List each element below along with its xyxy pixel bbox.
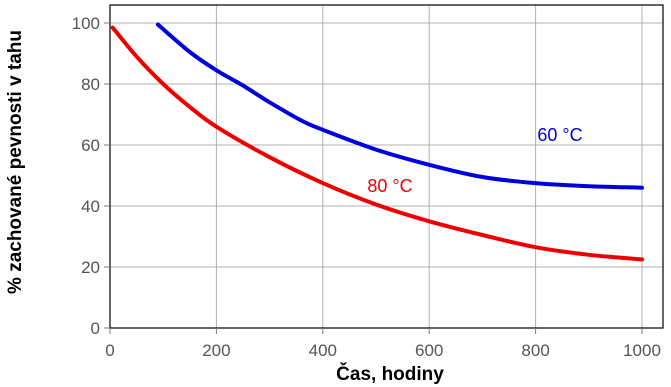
x-axis-title: Čas, hodiny: [336, 363, 444, 385]
series-label-1: 80 °C: [367, 176, 412, 196]
y-tick-label: 40: [81, 197, 100, 216]
y-tick-label: 20: [81, 258, 100, 277]
y-tick-label: 100: [72, 14, 100, 33]
x-tick-label: 400: [309, 341, 337, 360]
series-lines: [110, 22, 644, 262]
series-labels: 60 °C 80 °C: [367, 125, 582, 196]
y-tick-label: 0: [91, 319, 100, 338]
x-tick-label: 800: [521, 341, 549, 360]
grid: [110, 5, 663, 328]
plot-frame: [109, 4, 664, 329]
y-axis-title: % zachované pevnosti v tahu: [5, 30, 26, 294]
y-tick-label: 60: [81, 136, 100, 155]
plot-border: [109, 4, 664, 329]
x-tick-label: 600: [415, 341, 443, 360]
tick-labels: 0 200 400 600 800 1000 0 20 40 60 80 100: [72, 14, 661, 360]
series-label-0: 60 °C: [537, 125, 582, 145]
x-tick-label: 1000: [623, 341, 661, 360]
y-tick-label: 80: [81, 75, 100, 94]
x-tick-label: 200: [202, 341, 230, 360]
series-line-0: [155, 22, 644, 190]
x-tick-label: 0: [105, 341, 114, 360]
series-line-1: [110, 25, 644, 262]
